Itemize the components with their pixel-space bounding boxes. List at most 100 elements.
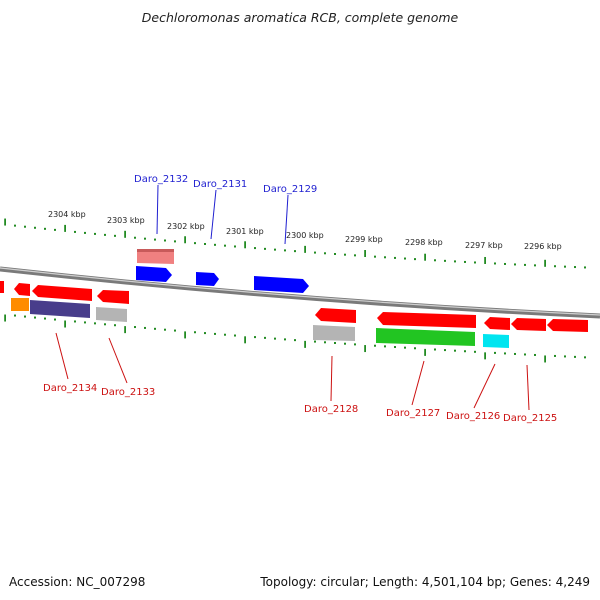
scale-minor-tick [234, 334, 236, 337]
gene-label-daro-2128[interactable]: Daro_2128 [304, 404, 358, 415]
genome-backbone [0, 266, 600, 319]
scale-major-tick [304, 340, 306, 348]
scale-minor-tick [404, 257, 406, 260]
scale-minor-tick [514, 352, 516, 355]
scale-minor-tick [194, 331, 196, 334]
scale-minor-tick [274, 248, 276, 251]
gene-feature-daro-2125-b[interactable] [547, 319, 588, 332]
scale-minor-tick [564, 265, 566, 268]
scale-major-tick [244, 241, 246, 249]
scale-minor-tick [74, 320, 76, 323]
gene-feature-left-edge[interactable] [0, 281, 4, 293]
gene-feature-daro-2129[interactable] [254, 276, 309, 293]
scale-minor-tick [174, 240, 176, 243]
scale-major-tick [124, 230, 126, 238]
scale-label-2298: 2298 kbp [405, 238, 443, 247]
lower-scale-ticks [4, 314, 586, 363]
scale-minor-tick [474, 350, 476, 353]
gene-feature-daro-2128-gray[interactable] [313, 325, 355, 341]
scale-minor-tick [374, 255, 376, 258]
leader-line-daro-2129 [284, 194, 289, 245]
scale-minor-tick [524, 263, 526, 266]
scale-label-2303: 2303 kbp [107, 216, 145, 225]
scale-minor-tick [34, 316, 36, 319]
scale-major-tick [124, 326, 126, 334]
scale-minor-tick [134, 236, 136, 239]
gene-feature-daro-2134-a[interactable] [14, 283, 30, 296]
scale-minor-tick [44, 227, 46, 230]
gene-feature-daro-2131[interactable] [196, 272, 219, 286]
gene-feature-daro-2127[interactable] [377, 312, 476, 328]
scale-major-tick [484, 256, 486, 264]
leader-line-daro-2125 [526, 364, 530, 411]
scale-minor-tick [444, 259, 446, 262]
scale-minor-tick [234, 245, 236, 248]
scale-minor-tick [164, 239, 166, 242]
scale-minor-tick [114, 234, 116, 237]
gene-feature-daro-2127-green[interactable] [376, 328, 475, 346]
scale-minor-tick [564, 355, 566, 358]
scale-labels: 2304 kbp 2303 kbp 2302 kbp 2301 kbp 2300… [48, 210, 562, 251]
scale-minor-tick [394, 346, 396, 349]
gene-feature-daro-2132[interactable] [136, 266, 172, 282]
leader-line-daro-2133 [108, 337, 128, 384]
gene-feature-daro-2133[interactable] [97, 290, 129, 304]
scale-label-2304: 2304 kbp [48, 210, 86, 219]
gene-label-daro-2125[interactable]: Daro_2125 [503, 413, 557, 424]
leader-line-daro-2127 [411, 360, 425, 406]
scale-label-2302: 2302 kbp [167, 222, 205, 231]
scale-minor-tick [104, 323, 106, 326]
scale-minor-tick [534, 264, 536, 267]
gene-feature-daro-2125-a[interactable] [511, 318, 546, 331]
scale-minor-tick [264, 247, 266, 250]
scale-minor-tick [414, 258, 416, 261]
scale-minor-tick [94, 322, 96, 325]
scale-minor-tick [334, 252, 336, 255]
gene-label-daro-2133[interactable]: Daro_2133 [101, 387, 155, 398]
gene-feature-daro-2132-pseudo[interactable] [137, 249, 174, 264]
gene-label-daro-2131[interactable]: Daro_2131 [193, 179, 247, 190]
genome-backbone-highlight [0, 267, 600, 316]
scale-minor-tick [284, 249, 286, 252]
scale-minor-tick [214, 332, 216, 335]
upper-scale-ticks [4, 218, 586, 269]
scale-minor-tick [514, 263, 516, 266]
scale-minor-tick [334, 342, 336, 345]
scale-minor-tick [204, 332, 206, 335]
scale-minor-tick [494, 351, 496, 354]
gene-label-daro-2127[interactable]: Daro_2127 [386, 408, 440, 419]
scale-major-tick [4, 218, 6, 226]
scale-major-tick [544, 355, 546, 363]
gene-feature-daro-2134-orange[interactable] [11, 298, 29, 311]
gene-feature-daro-2134-purple[interactable] [30, 300, 90, 318]
leader-line-daro-2131 [210, 189, 217, 240]
scale-minor-tick [74, 230, 76, 233]
gene-feature-daro-2134-b[interactable] [32, 285, 92, 301]
scale-minor-tick [394, 256, 396, 259]
gene-feature-daro-2126-cyan[interactable] [483, 334, 509, 348]
map-title: Dechloromonas aromatica RCB, complete ge… [141, 10, 459, 25]
gene-feature-daro-2128[interactable] [315, 308, 356, 323]
forward-strand-features [0, 281, 588, 332]
gene-feature-daro-2133-gray[interactable] [96, 307, 127, 322]
scale-minor-tick [84, 231, 86, 234]
scale-minor-tick [504, 352, 506, 355]
gene-label-daro-2126[interactable]: Daro_2126 [446, 411, 500, 422]
gene-label-daro-2132[interactable]: Daro_2132 [134, 174, 188, 185]
gene-feature-daro-2126[interactable] [484, 317, 510, 330]
scale-label-2300: 2300 kbp [286, 231, 324, 240]
lower-strand-features [11, 298, 509, 348]
gene-label-daro-2129[interactable]: Daro_2129 [263, 184, 317, 195]
scale-minor-tick [154, 327, 156, 330]
scale-minor-tick [574, 355, 576, 358]
gene-label-daro-2134[interactable]: Daro_2134 [43, 383, 97, 394]
scale-minor-tick [214, 243, 216, 246]
scale-minor-tick [94, 232, 96, 235]
scale-minor-tick [254, 247, 256, 250]
scale-minor-tick [164, 328, 166, 331]
scale-minor-tick [284, 338, 286, 341]
scale-minor-tick [324, 341, 326, 344]
gene-feature-daro-2132-top [137, 249, 174, 252]
scale-minor-tick [434, 348, 436, 351]
